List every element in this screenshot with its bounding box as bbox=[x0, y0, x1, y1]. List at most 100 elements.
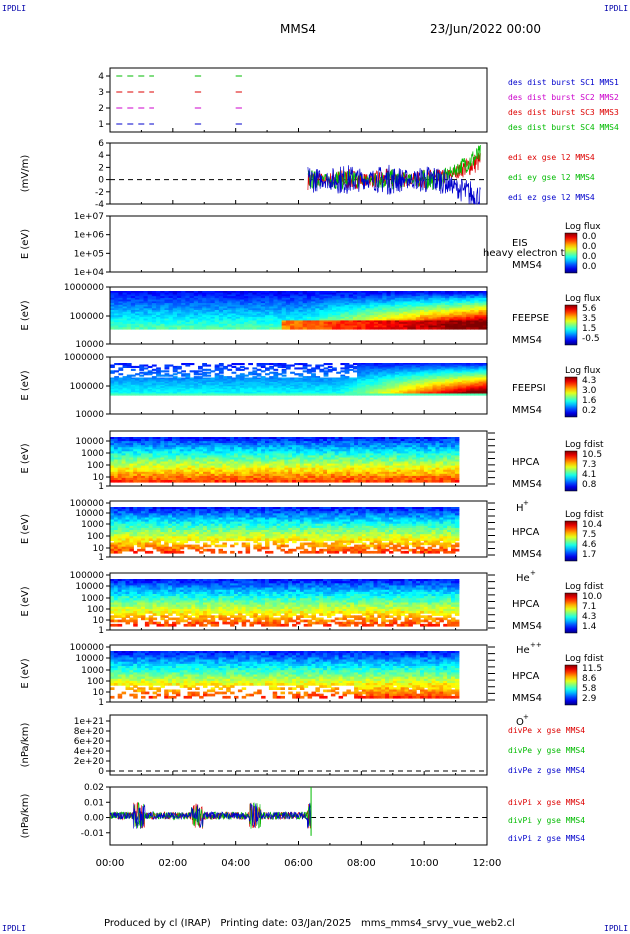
eis-ytick-label: 1e+07 bbox=[74, 212, 104, 222]
hpca-hepp-image bbox=[110, 579, 460, 627]
feepse-image bbox=[110, 291, 488, 330]
hpca-o-cb-tick: 8.6 bbox=[582, 674, 597, 684]
burst-legend-1: des dist burst SC2 MMS2 bbox=[508, 93, 619, 102]
hpca-h-spacecraft: MMS4 bbox=[512, 479, 542, 490]
edi-ytick-label: -2 bbox=[95, 188, 104, 198]
eis-colorbar bbox=[564, 232, 578, 274]
eis-ytick-label: 1e+06 bbox=[74, 231, 105, 241]
hpca-he-cb-tick: 10.4 bbox=[582, 520, 602, 530]
hpca-hepp-ylabel: E (eV) bbox=[20, 586, 31, 616]
hpca-he-species: He bbox=[516, 573, 530, 584]
footer-file: mms_mms4_srvy_vue_web2.cl bbox=[360, 918, 515, 929]
plot-date: 23/Jun/2022 00:00 bbox=[430, 22, 542, 36]
feepse-ytick-label: 10000 bbox=[75, 340, 104, 350]
hpca-o-cb-tick: 5.8 bbox=[582, 684, 597, 694]
hpca-hepp-ytick-label: 100000 bbox=[70, 571, 105, 581]
hpca-o-ytick-label: 1 bbox=[98, 698, 104, 708]
divpe-ylabel: (nPa/km) bbox=[20, 723, 31, 768]
hpca-o-colorbar bbox=[564, 664, 578, 706]
burst-ytick-label: 2 bbox=[98, 104, 104, 114]
hpca-hepp-ytick-label: 10 bbox=[93, 616, 105, 626]
hpca-h-cb-tick: 10.5 bbox=[582, 450, 602, 460]
divpe-frame bbox=[109, 714, 488, 776]
feepsi-colorbar bbox=[564, 376, 578, 418]
hpca-he-cb-tick: 4.6 bbox=[582, 540, 597, 550]
hpca-hepp-cb-tick: 4.3 bbox=[582, 612, 596, 622]
divpe-legend-1: divPe y gse MMS4 bbox=[508, 746, 585, 755]
feepse-cb-tick: -0.5 bbox=[582, 334, 600, 344]
divpe-ytick-label: 4e+20 bbox=[74, 747, 105, 757]
feepsi-cb-tick: 4.3 bbox=[582, 376, 596, 386]
hpca-h-cb-tick: 4.1 bbox=[582, 470, 596, 480]
burst-legend-3: des dist burst SC4 MMS4 bbox=[508, 123, 619, 132]
eis-cb-tick: 0.0 bbox=[582, 242, 597, 252]
hpca-he-instrument: HPCA bbox=[512, 527, 540, 538]
hpca-hepp-colorbar bbox=[564, 592, 578, 634]
eis-overlay-label: heavy electron t0 bbox=[483, 248, 571, 259]
hpca-o-cb-tick: 2.9 bbox=[582, 694, 597, 704]
hpca-he-cb-tick: 1.7 bbox=[582, 550, 596, 560]
x-tick-label: 08:00 bbox=[347, 858, 376, 869]
divpe-ytick-label: 1e+21 bbox=[74, 717, 104, 727]
hpca-he-cb-tick: 7.5 bbox=[582, 530, 596, 540]
edi-ytick-label: 4 bbox=[98, 151, 104, 161]
hpca-hepp-ytick-label: 100 bbox=[87, 605, 104, 615]
x-tick-label: 10:00 bbox=[410, 858, 439, 869]
hpca-he-ytick-label: 100 bbox=[87, 532, 104, 542]
hpca-hepp-species: He bbox=[516, 645, 530, 656]
edi-legend-1: edi ey gse l2 MMS4 bbox=[508, 173, 595, 182]
hpca-hepp-cb-tick: 1.4 bbox=[582, 622, 597, 632]
hpca-h-cb-title: Log fdist bbox=[565, 440, 604, 450]
eis-cb-title: Log flux bbox=[565, 222, 601, 232]
edi-ytick-label: -4 bbox=[95, 200, 104, 210]
hpca-o-instrument: HPCA bbox=[512, 671, 540, 682]
hpca-h-image bbox=[110, 437, 460, 483]
footer-produced: Produced by cl (IRAP) bbox=[104, 918, 211, 929]
hpca-he-ylabel: E (eV) bbox=[20, 514, 31, 544]
hpca-h-ytick-label: 1000 bbox=[81, 449, 104, 459]
eis-cb-tick: 0.0 bbox=[582, 252, 597, 262]
feepse-colorbar bbox=[564, 304, 578, 346]
hpca-h-cb-tick: 0.8 bbox=[582, 480, 597, 490]
hpca-h-ytick-label: 10 bbox=[93, 473, 105, 483]
footer-printing: Printing date: 03/Jan/2025 bbox=[220, 918, 352, 929]
hpca-hepp-charge: ++ bbox=[530, 641, 542, 649]
edi-ytick-label: 6 bbox=[98, 139, 104, 149]
edi-ylabel: (mV/m) bbox=[20, 155, 31, 193]
hpca-he-colorbar bbox=[564, 520, 578, 562]
divpi-legend-0: divPi x gse MMS4 bbox=[508, 798, 585, 807]
feepse-cb-title: Log flux bbox=[565, 294, 601, 304]
hpca-h-species: H bbox=[516, 503, 524, 514]
corner-label-tl: IPDLI bbox=[2, 4, 27, 13]
feepsi-spacecraft: MMS4 bbox=[512, 405, 542, 416]
hpca-h-charge: + bbox=[523, 499, 529, 507]
hpca-hepp-instrument: HPCA bbox=[512, 599, 540, 610]
eis-spacecraft: MMS4 bbox=[512, 260, 542, 271]
hpca-he-ytick-label: 1000 bbox=[81, 520, 104, 530]
feepsi-cb-tick: 1.6 bbox=[582, 396, 597, 406]
hpca-o-ytick-label: 10000 bbox=[75, 654, 104, 664]
x-tick-label: 06:00 bbox=[284, 858, 313, 869]
feepse-ytick-label: 100000 bbox=[70, 312, 105, 322]
x-tick-label: 12:00 bbox=[473, 858, 502, 869]
eis-instrument: EIS bbox=[512, 238, 528, 249]
hpca-o-ytick-label: 100000 bbox=[70, 643, 105, 653]
feepsi-instrument: FEEPSI bbox=[512, 383, 546, 394]
divpe-legend-0: divPe x gse MMS4 bbox=[508, 726, 585, 735]
hpca-hepp-ytick-label: 1 bbox=[98, 626, 104, 636]
divpi-series-2 bbox=[109, 802, 312, 829]
divpe-ytick-label: 6e+20 bbox=[74, 737, 105, 747]
edi-ytick-label: 0 bbox=[98, 176, 104, 186]
hpca-h-ytick-label: 100 bbox=[87, 461, 104, 471]
hpca-he-ytick-label: 100000 bbox=[70, 499, 105, 509]
hpca-h-instrument: HPCA bbox=[512, 457, 540, 468]
eis-ytick-label: 1e+04 bbox=[74, 268, 105, 278]
divpi-ytick-label: 0.01 bbox=[84, 798, 104, 808]
feepsi-image bbox=[110, 363, 488, 396]
hpca-he-cb-title: Log fdist bbox=[565, 510, 604, 520]
divpi-ytick-label: 0.00 bbox=[84, 814, 104, 824]
feepsi-ytick-label: 100000 bbox=[70, 382, 105, 392]
hpca-o-ytick-label: 100 bbox=[87, 677, 104, 687]
edi-legend-2: edi ez gse l2 MMS4 bbox=[508, 193, 595, 202]
